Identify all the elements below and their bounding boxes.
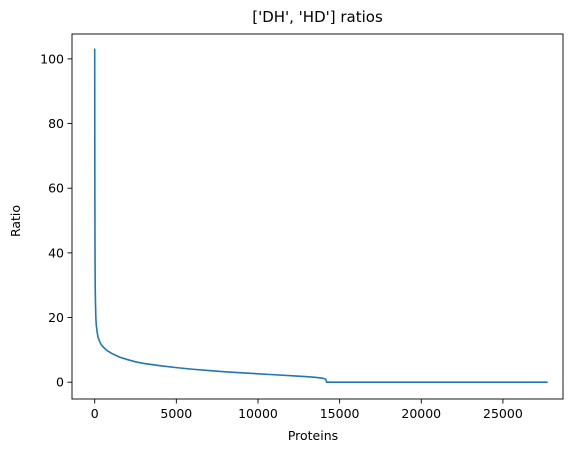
y-axis-label: Ratio: [8, 205, 23, 237]
x-tick-label: 20000: [401, 406, 441, 421]
y-tick-label: 100: [40, 51, 64, 66]
x-tick-label: 5000: [160, 406, 192, 421]
y-tick-label: 40: [48, 245, 64, 260]
x-tick-label: 0: [91, 406, 99, 421]
series-line-0: [93, 48, 548, 383]
y-tick-label: 80: [48, 116, 64, 131]
y-tick-label: 60: [48, 181, 64, 196]
x-axis-label: Proteins: [288, 428, 338, 443]
x-tick-label: 10000: [238, 406, 278, 421]
y-tick-label: 0: [56, 375, 64, 390]
x-tick-label: 25000: [483, 406, 523, 421]
x-tick-label: 15000: [320, 406, 360, 421]
plot-frame: [71, 33, 564, 400]
y-tick-label: 20: [48, 310, 64, 325]
plot-area: 0 5000 10000 15000 20000 25000 0 20 40 60 80 100: [40, 33, 564, 421]
chart-title: ['DH', 'HD'] ratios: [252, 8, 383, 26]
